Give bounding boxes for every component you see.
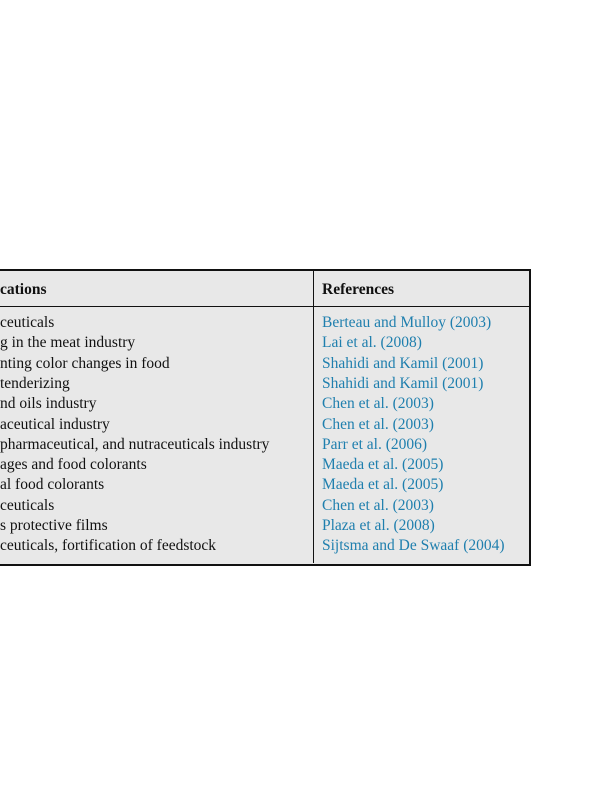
reference-link[interactable]: Chen et al. (2003) — [322, 395, 434, 413]
reference-link[interactable]: Parr et al. (2006) — [322, 435, 428, 453]
application-cell: g in the meat industry — [0, 334, 136, 352]
reference-link[interactable]: Maeda et al. (2005) — [322, 476, 444, 494]
reference-link[interactable]: Sijtsma and De Swaaf (2004) — [322, 537, 505, 555]
reference-link[interactable]: Berteau and Mulloy (2003) — [322, 314, 492, 331]
reference-link[interactable]: Chen et al. (2003) — [322, 496, 434, 514]
reference-link[interactable]: Shahidi and Kamil (2001) — [322, 374, 484, 392]
application-cell: s protective films — [0, 517, 108, 534]
application-cell: ceuticals — [0, 496, 55, 514]
application-cell: pharmaceutical, and nutraceuticals indus… — [0, 435, 270, 453]
header-cell: cations — [0, 281, 47, 298]
application-cell: ages and food colorants — [0, 456, 147, 474]
application-cell: aceutical industry — [0, 415, 110, 433]
reference-link[interactable]: Shahidi and Kamil (2001) — [322, 354, 484, 372]
reference-link[interactable]: Chen et al. (2003) — [322, 415, 434, 433]
header-cell: References — [322, 281, 395, 298]
application-cell: al food colorants — [0, 476, 105, 494]
table-frame — [0, 269, 531, 566]
column-rule — [313, 270, 314, 563]
reference-link[interactable]: Plaza et al. (2008) — [322, 517, 435, 534]
application-cell: ceuticals — [0, 314, 55, 331]
application-cell: ceuticals, fortification of feedstock — [0, 537, 217, 555]
application-cell: tenderizing — [0, 374, 70, 392]
application-cell: nting color changes in food — [0, 354, 170, 372]
reference-link[interactable]: Maeda et al. (2005) — [322, 456, 444, 474]
header-rule — [0, 306, 529, 307]
reference-link[interactable]: Lai et al. (2008) — [322, 334, 422, 352]
application-cell: nd oils industry — [0, 395, 97, 413]
